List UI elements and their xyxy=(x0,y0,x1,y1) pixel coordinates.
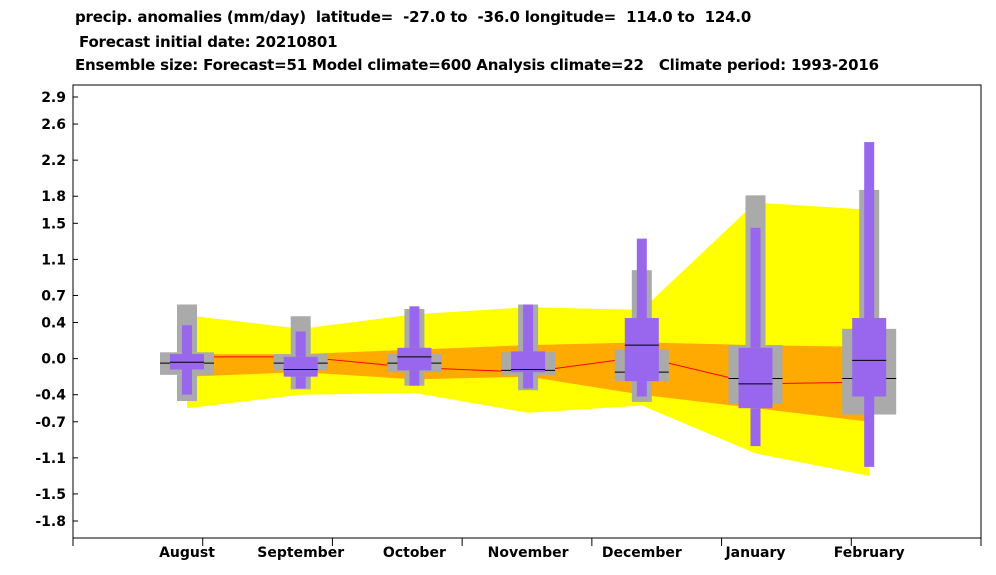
forecast-box xyxy=(738,227,773,447)
forecast-upper-tail xyxy=(750,227,761,348)
chart-subtitle-ensemble: Ensemble size: Forecast=51 Model climate… xyxy=(75,56,879,74)
y-tick-label: 0.4 xyxy=(41,316,66,332)
forecast-upper-tail xyxy=(295,331,306,357)
y-tick-label: 1.1 xyxy=(41,252,66,268)
y-axis: 2.9 2.6 2.2 1.8 1.5 1.1 0.7 0.4 0.0 -0.4 -0.7 -1.1 -… xyxy=(35,90,78,530)
forecast-iqr-box xyxy=(738,347,773,409)
y-tick-label: -0.4 xyxy=(35,388,66,404)
forecast-iqr-box xyxy=(852,318,887,397)
forecast-box xyxy=(397,306,432,386)
forecast-upper-tail xyxy=(864,142,875,319)
forecast-iqr-box xyxy=(283,356,318,377)
box-layer xyxy=(160,142,897,467)
x-tick-label: January xyxy=(724,545,785,561)
forecast-upper-tail xyxy=(636,238,647,319)
y-tick-label: 0.7 xyxy=(41,288,66,304)
forecast-iqr-box xyxy=(511,351,546,373)
x-tick-label: November xyxy=(488,545,569,561)
y-tick-label: -0.7 xyxy=(35,415,66,431)
forecast-iqr-box xyxy=(397,347,432,371)
y-tick-label: 2.9 xyxy=(41,90,66,106)
y-tick-label: 0.0 xyxy=(41,352,66,368)
forecast-box xyxy=(624,238,659,397)
forecast-box xyxy=(283,331,318,389)
y-tick-label: 2.2 xyxy=(41,153,66,169)
forecast-lower-tail xyxy=(523,372,534,389)
forecast-upper-tail xyxy=(409,306,420,348)
y-tick-label: -1.1 xyxy=(35,451,66,467)
forecast-lower-tail xyxy=(750,408,761,447)
forecast-box xyxy=(511,304,546,389)
y-tick-label: -1.8 xyxy=(35,514,66,530)
forecast-upper-tail xyxy=(182,325,192,355)
forecast-lower-tail xyxy=(182,369,192,395)
x-tick-label: August xyxy=(159,545,215,561)
x-tick-label: December xyxy=(602,545,682,561)
chart-subtitle-forecast-date: Forecast initial date: 20210801 xyxy=(79,33,338,51)
y-tick-label: 2.6 xyxy=(41,117,66,133)
x-tick-label: September xyxy=(257,545,344,561)
forecast-box xyxy=(170,325,204,395)
forecast-lower-tail xyxy=(295,376,306,389)
forecast-lower-tail xyxy=(409,370,420,386)
x-axis: August September October November December Ja… xyxy=(72,538,982,561)
chart-title: precip. anomalies (mm/day) latitude= -27… xyxy=(75,8,752,26)
forecast-box xyxy=(852,142,887,467)
y-tick-label: -1.5 xyxy=(35,487,66,503)
x-tick-label: February xyxy=(834,545,905,561)
x-tick-label: October xyxy=(383,545,446,561)
y-tick-label: 1.5 xyxy=(41,216,66,232)
forecast-lower-tail xyxy=(864,396,875,467)
forecast-lower-tail xyxy=(636,381,647,397)
forecast-iqr-box xyxy=(624,318,659,382)
forecast-upper-tail xyxy=(523,304,534,352)
y-tick-label: 1.8 xyxy=(41,189,66,205)
